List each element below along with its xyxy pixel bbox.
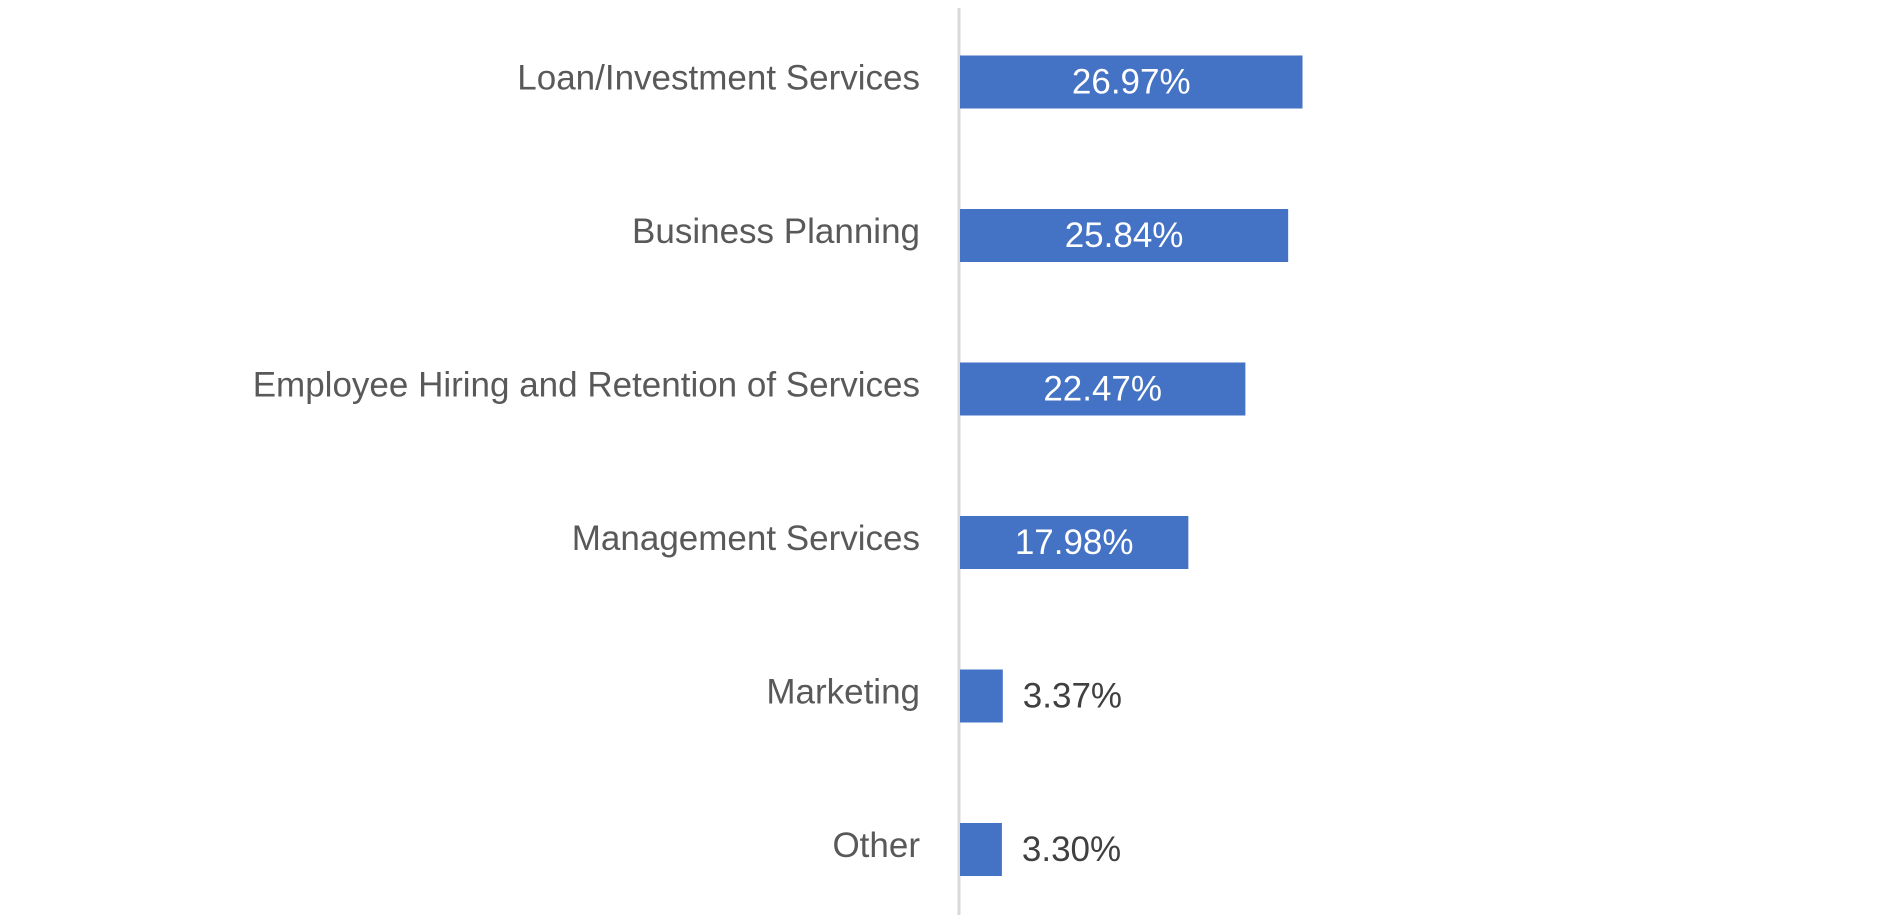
bar [960,669,1003,723]
bar [960,362,1246,416]
value-label: 22.47% [1043,369,1162,408]
category-label: Employee Hiring and Retention of Service… [253,365,920,404]
value-label: 3.30% [1022,830,1121,869]
value-label: 3.37% [1023,676,1122,715]
category-label: Other [832,826,920,865]
bar [960,55,1303,109]
category-label: Marketing [766,672,920,711]
bar [960,516,1189,569]
category-label: Management Services [572,519,920,558]
bar [960,209,1289,262]
bar [960,823,1002,876]
value-label: 25.84% [1065,216,1184,255]
category-label: Loan/Investment Services [517,58,920,97]
category-label: Business Planning [632,212,920,251]
value-label: 26.97% [1072,62,1191,101]
value-label: 17.98% [1015,523,1134,562]
